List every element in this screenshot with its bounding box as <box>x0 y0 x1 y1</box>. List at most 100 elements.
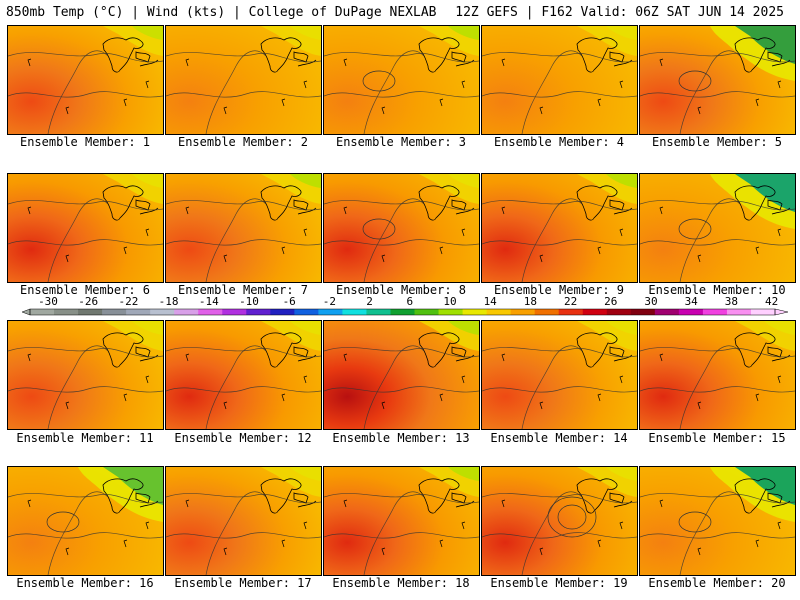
wind-barb <box>145 521 150 530</box>
height-contour <box>205 198 267 282</box>
colorbar-swatch <box>606 309 632 315</box>
temperature-field <box>482 467 637 575</box>
wind-barb <box>381 547 386 556</box>
wind-barb <box>659 206 664 215</box>
wind-barb <box>381 401 386 410</box>
panel-caption: Ensemble Member: 6 <box>19 283 151 297</box>
wind-barb <box>777 521 782 530</box>
colorbar-swatch <box>78 309 103 315</box>
wind-barb <box>619 375 624 384</box>
wind-barb <box>501 206 506 215</box>
wind-barb <box>223 401 228 410</box>
colorbar-swatch <box>270 309 295 315</box>
height-contour <box>8 493 163 504</box>
wind-barb <box>303 228 308 237</box>
wind-barb <box>619 521 624 530</box>
height-contour <box>166 200 321 211</box>
height-contour <box>166 386 321 393</box>
height-contour <box>640 239 795 246</box>
colorbar-tick-label: 30 <box>644 295 658 308</box>
height-contour <box>482 52 637 63</box>
ensemble-map-panel <box>323 320 480 430</box>
wind-barb <box>461 228 466 237</box>
wind-barb <box>223 547 228 556</box>
temperature-field <box>482 174 637 282</box>
closed-contour <box>362 218 396 240</box>
panel-caption: Ensemble Member: 17 <box>174 576 312 590</box>
height-contour <box>324 91 479 98</box>
wind-barb <box>123 98 128 107</box>
wind-barb <box>65 106 70 115</box>
colorbar-swatch <box>294 309 319 315</box>
wind-barb <box>755 393 760 402</box>
colorbar-swatch <box>54 309 79 315</box>
wind-barb <box>281 246 286 255</box>
wind-barb <box>597 98 602 107</box>
wind-barb <box>303 80 308 89</box>
height-contour <box>679 345 741 429</box>
height-contour <box>8 239 163 246</box>
height-contour <box>8 532 163 539</box>
wind-barb <box>539 401 544 410</box>
height-contour <box>324 386 479 393</box>
wind-barb <box>501 58 506 67</box>
wind-barb <box>439 98 444 107</box>
colorbar-swatch <box>654 309 680 315</box>
height-contour <box>482 493 637 504</box>
wind-barb <box>145 375 150 384</box>
height-contour <box>166 532 321 539</box>
panel-caption: Ensemble Member: 16 <box>16 576 154 590</box>
colorbar-swatch <box>582 309 608 315</box>
height-contour <box>47 345 109 429</box>
wind-barb <box>461 375 466 384</box>
colorbar-swatch <box>102 309 127 315</box>
height-contour <box>679 491 741 575</box>
ensemble-map-panel <box>165 320 322 430</box>
temperature-field <box>8 26 163 134</box>
height-contour <box>363 345 425 429</box>
temperature-field <box>166 174 321 282</box>
panel-caption: Ensemble Member: 11 <box>16 431 154 445</box>
height-contour <box>640 347 795 358</box>
colorbar-swatch <box>174 309 199 315</box>
wind-barb <box>343 353 348 362</box>
wind-barb <box>539 254 544 263</box>
height-contour <box>47 198 109 282</box>
wind-barb <box>223 106 228 115</box>
colorbar-swatch <box>150 309 175 315</box>
wind-barb <box>539 547 544 556</box>
wind-barb <box>343 58 348 67</box>
ensemble-map-panel <box>639 173 796 283</box>
closed-contour <box>547 496 597 538</box>
panel-caption: Ensemble Member: 8 <box>335 283 467 297</box>
wind-barb <box>65 254 70 263</box>
panel-caption: Ensemble Member: 3 <box>335 135 467 149</box>
colorbar-swatch <box>702 309 728 315</box>
wind-barb <box>439 246 444 255</box>
height-contour <box>205 345 267 429</box>
wind-barb <box>281 393 286 402</box>
wind-barb <box>281 98 286 107</box>
wind-barb <box>145 80 150 89</box>
height-contour <box>482 347 637 358</box>
wind-barb <box>461 521 466 530</box>
wind-barb <box>27 206 32 215</box>
panel-caption: Ensemble Member: 9 <box>493 283 625 297</box>
colorbar-tick-label: -14 <box>198 295 219 308</box>
temperature-field <box>8 174 163 282</box>
height-contour <box>482 386 637 393</box>
ensemble-map-panel <box>7 173 164 283</box>
wind-barb <box>185 206 190 215</box>
colorbar-swatch <box>366 309 391 315</box>
wind-barb <box>755 539 760 548</box>
wind-barb <box>659 58 664 67</box>
colorbar-tick-label: 34 <box>684 295 698 308</box>
wind-barb <box>27 353 32 362</box>
ensemble-map-panel <box>165 25 322 135</box>
colorbar-swatch <box>414 309 440 315</box>
height-contour <box>8 200 163 211</box>
height-contour <box>47 491 109 575</box>
temperature-field <box>640 321 795 429</box>
wind-barb <box>123 539 128 548</box>
colorbar-swatch <box>558 309 584 315</box>
